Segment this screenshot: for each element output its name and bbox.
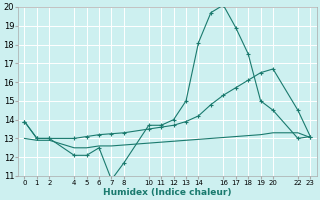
- X-axis label: Humidex (Indice chaleur): Humidex (Indice chaleur): [103, 188, 232, 197]
